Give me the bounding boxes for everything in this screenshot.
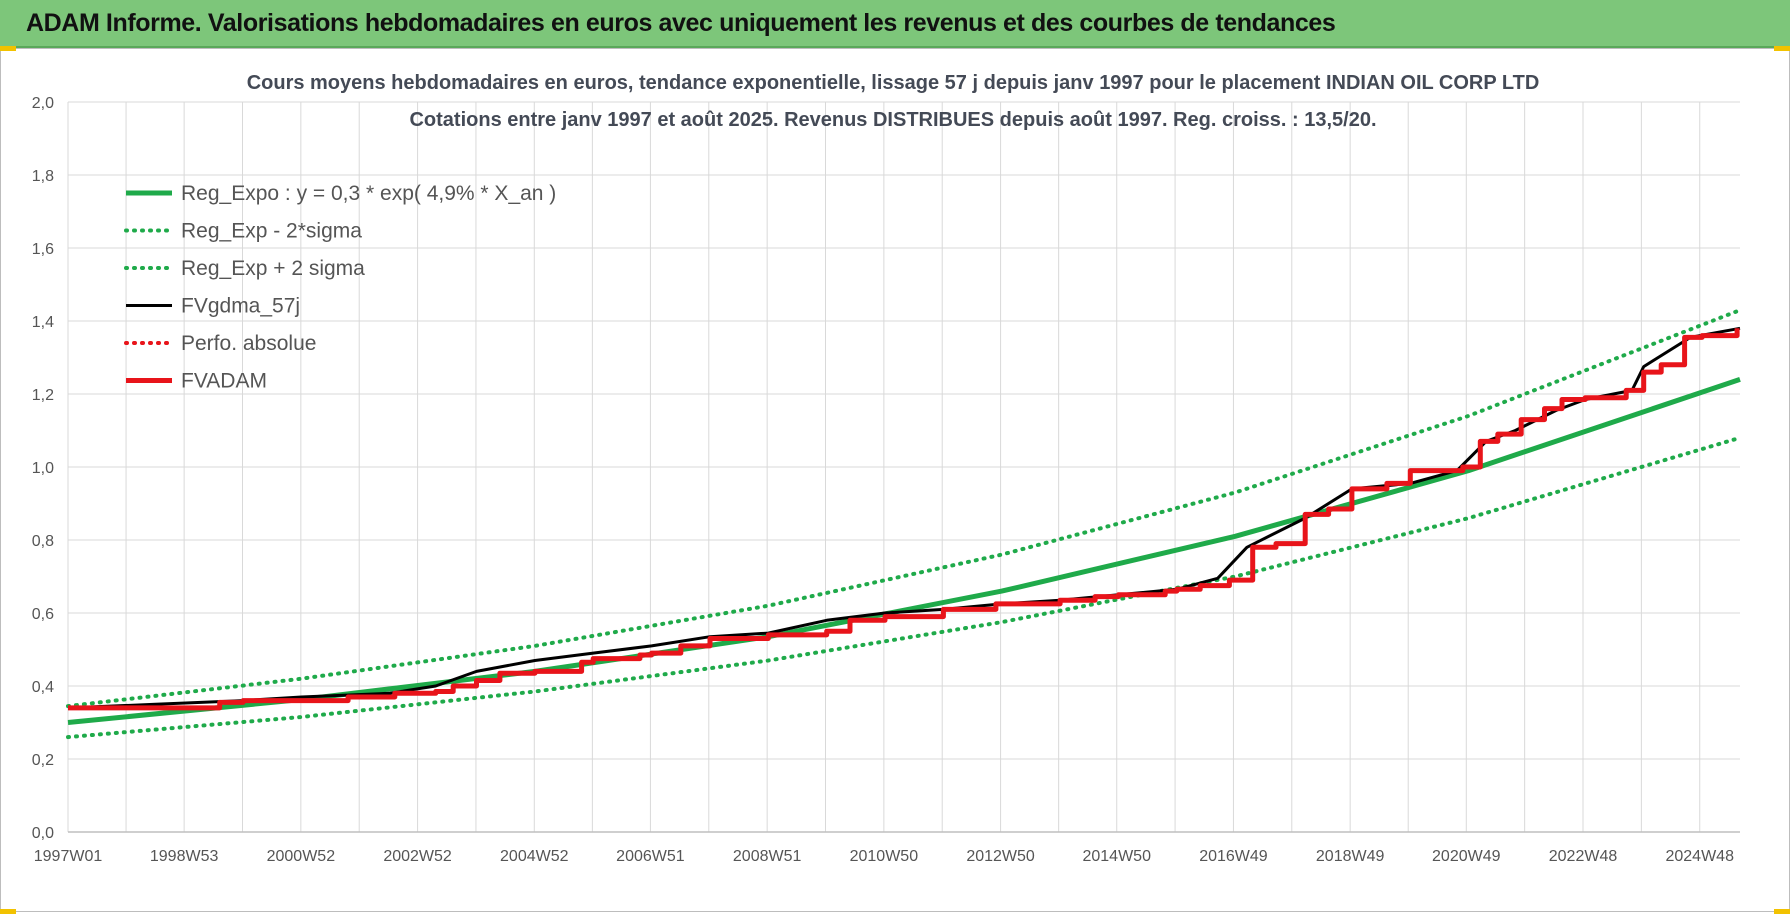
x-tick-label: 2004W52 [500, 848, 569, 865]
chart-title-line-1: Cours moyens hebdomadaires en euros, ten… [247, 72, 1540, 94]
x-tick-label: 1998W53 [150, 848, 219, 865]
legend-label: FVgdma_57j [181, 295, 300, 318]
y-tick-label: 1,8 [32, 168, 54, 185]
y-tick-label: 2,0 [32, 95, 54, 112]
header-banner: ADAM Informe. Valorisations hebdomadaire… [0, 0, 1790, 48]
series-line [66, 308, 1742, 709]
legend-label: FVADAM [181, 370, 267, 393]
legend-label: Perfo. absolue [181, 332, 316, 355]
y-tick-label: 1,4 [32, 314, 54, 331]
x-tick-label: 2006W51 [616, 848, 685, 865]
x-tick-label: 1997W01 [34, 848, 103, 865]
x-tick-label: 2008W51 [733, 848, 802, 865]
x-tick-label: 2022W48 [1549, 848, 1618, 865]
series-line [67, 326, 1741, 710]
y-tick-label: 1,0 [32, 460, 54, 477]
x-tick-label: 2018W49 [1316, 848, 1385, 865]
x-tick-label: 2014W50 [1082, 848, 1151, 865]
x-tick-label: 2020W49 [1432, 848, 1501, 865]
y-tick-label: 0,6 [32, 606, 54, 623]
x-tick-label: 2010W50 [850, 848, 919, 865]
y-tick-label: 0,0 [32, 825, 54, 842]
series-line [68, 328, 1740, 711]
x-tick-label: 2016W49 [1199, 848, 1268, 865]
y-axis-ticks: 0,0 0,2 0,4 0,6 0,8 1,0 1,2 1,4 1,6 1,8 2,0 [32, 95, 54, 842]
y-tick-label: 0,4 [32, 679, 54, 696]
chart-legend: Reg_Expo : y = 0,3 * exp( 4,9% * X_an ) R… [124, 182, 556, 393]
chart-title-line-2: Cotations entre janv 1997 et août 2025. … [409, 109, 1376, 131]
corner-marker [1774, 46, 1790, 51]
y-tick-label: 1,2 [32, 387, 54, 404]
x-axis-ticks: 1997W01 1998W53 2000W52 2002W52 2004W52 2006W… [34, 848, 1734, 865]
chart-frame: 0,0 0,2 0,4 0,6 0,8 1,0 1,2 1,4 1,6 1,8 2,0 1997W0… [0, 46, 1790, 914]
banner-title: ADAM Informe. Valorisations hebdomadaire… [26, 9, 1336, 37]
series-line [66, 435, 1742, 740]
chart-series [66, 308, 1742, 740]
legend-label: Reg_Expo : y = 0,3 * exp( 4,9% * X_an ) [181, 182, 556, 205]
y-tick-label: 0,8 [32, 533, 54, 550]
series-line [67, 377, 1741, 725]
corner-marker [0, 46, 16, 51]
legend-label: Reg_Exp + 2 sigma [181, 257, 365, 280]
legend-label: Reg_Exp - 2*sigma [181, 220, 362, 243]
y-tick-label: 1,6 [32, 241, 54, 258]
x-tick-label: 2012W50 [966, 848, 1035, 865]
x-tick-label: 2002W52 [383, 848, 452, 865]
chart-grid [67, 101, 1740, 833]
x-tick-label: 2000W52 [267, 848, 336, 865]
y-tick-label: 0,2 [32, 752, 54, 769]
x-tick-label: 2024W48 [1665, 848, 1734, 865]
chart-canvas: 0,0 0,2 0,4 0,6 0,8 1,0 1,2 1,4 1,6 1,8 2,0 1997W0… [32, 72, 1742, 865]
chart-title: Cours moyens hebdomadaires en euros, ten… [247, 72, 1540, 131]
